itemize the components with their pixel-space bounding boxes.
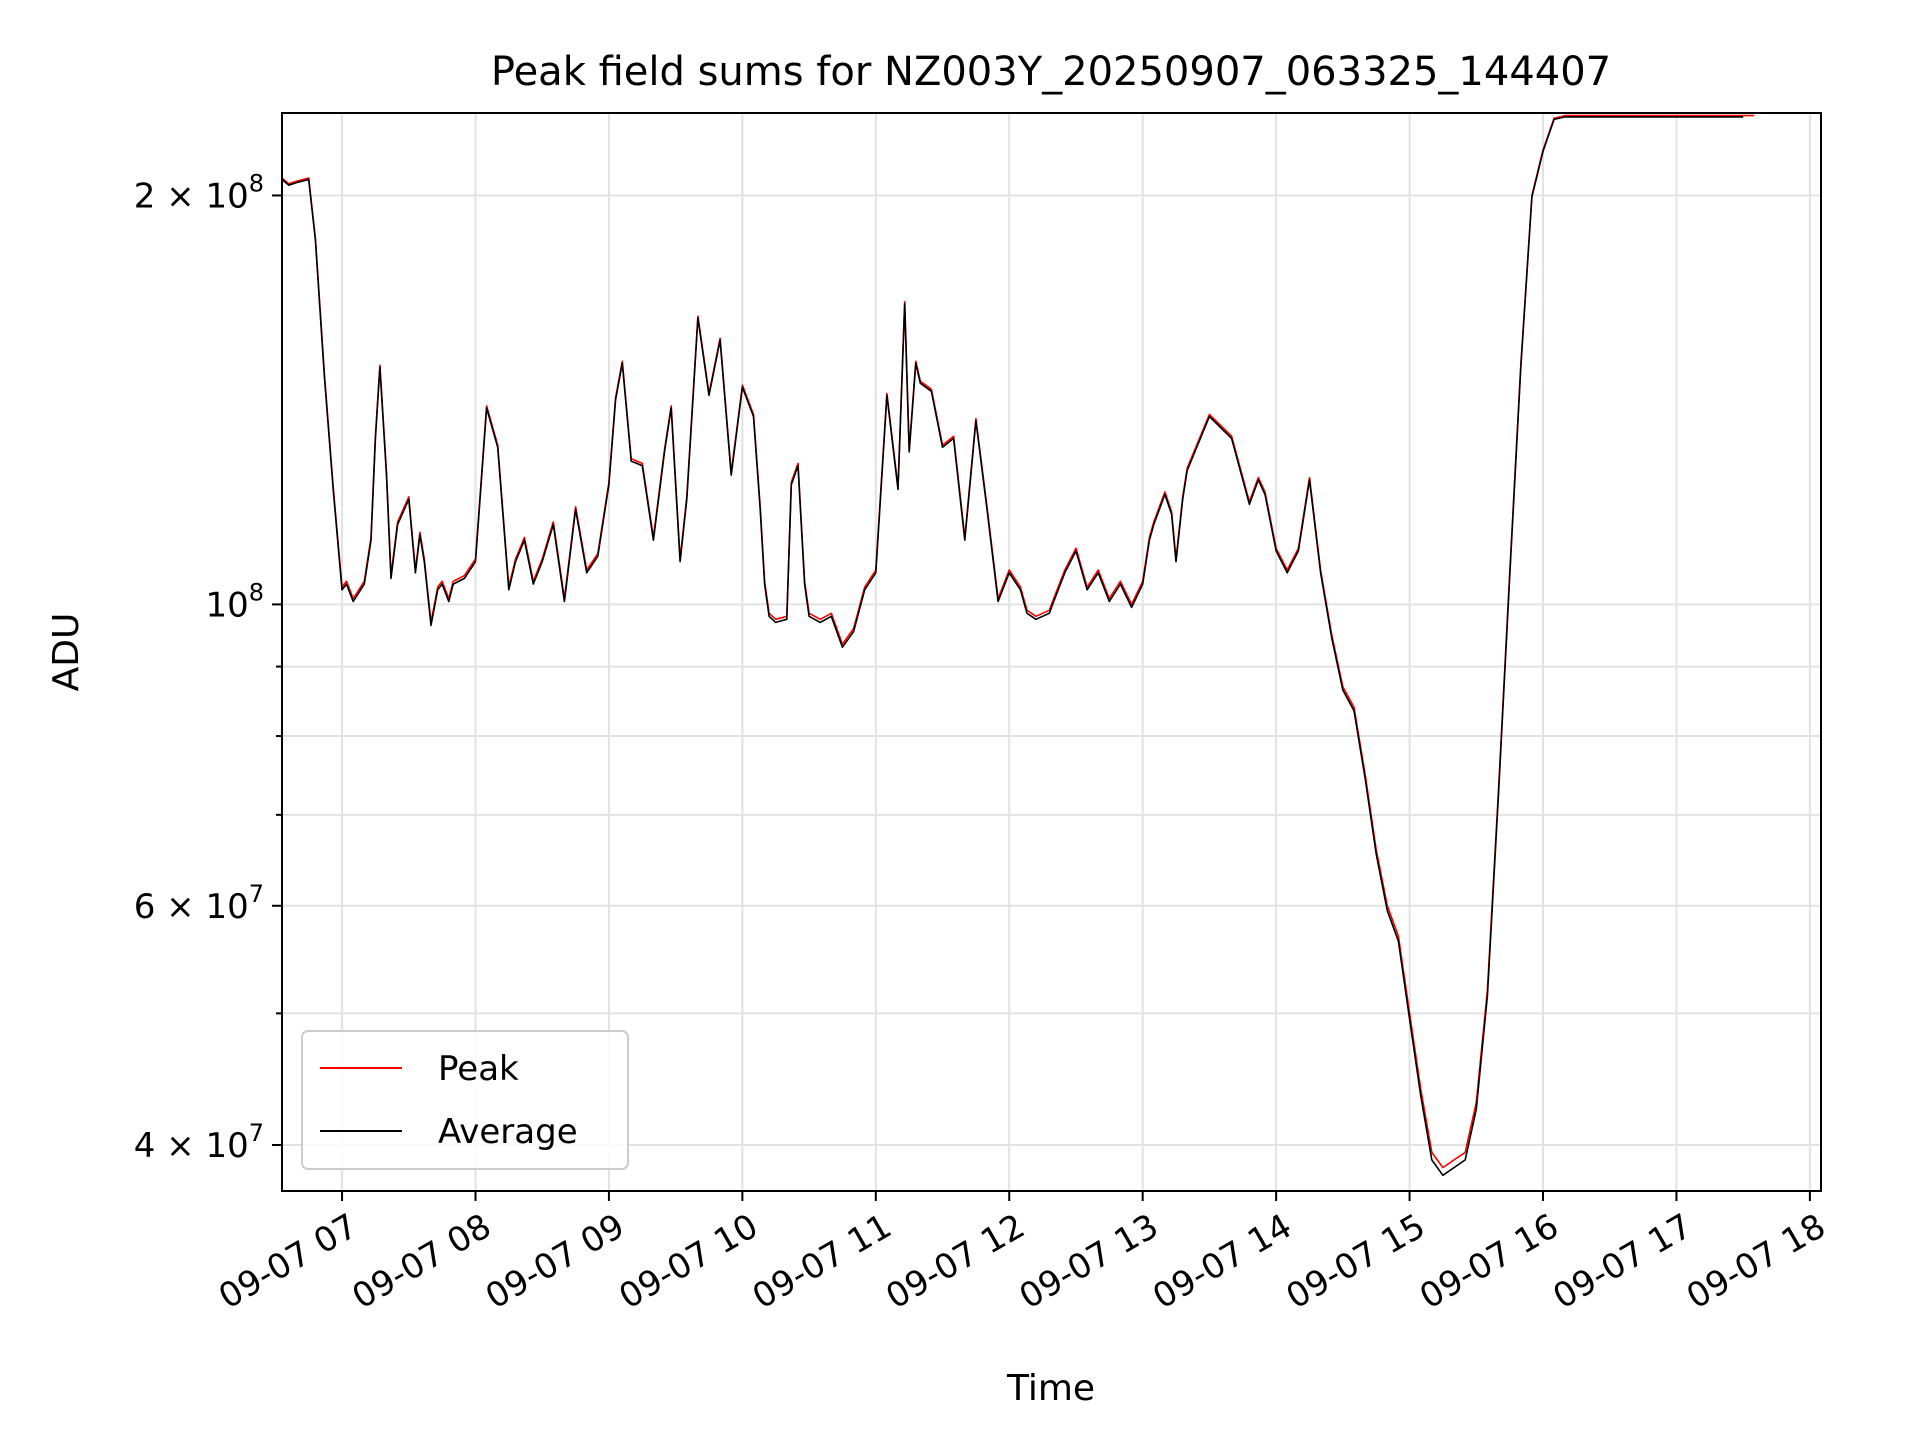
chart-title: Peak field sums for NZ003Y_20250907_0633…	[491, 49, 1611, 95]
legend-label-peak: Peak	[438, 1049, 519, 1089]
y-tick-label: 2 × 108	[134, 169, 264, 216]
legend-label-average: Average	[438, 1112, 578, 1152]
plot-area-frame	[281, 112, 1822, 1192]
legend: Peak Average	[301, 1030, 629, 1170]
y-tick-label: 108	[205, 578, 264, 625]
series-layer	[282, 114, 1755, 1177]
legend-box	[301, 1030, 629, 1170]
series-line-average	[282, 116, 1744, 1177]
grid-lines	[282, 113, 1821, 1191]
y-axis: 4 × 107 6 × 107 108 2 × 108	[134, 169, 282, 1166]
y-axis-label: ADU	[46, 613, 87, 692]
x-axis-label: Time	[1006, 1368, 1095, 1409]
y-tick-label: 6 × 107	[134, 880, 264, 927]
y-tick-label: 4 × 107	[134, 1119, 264, 1166]
